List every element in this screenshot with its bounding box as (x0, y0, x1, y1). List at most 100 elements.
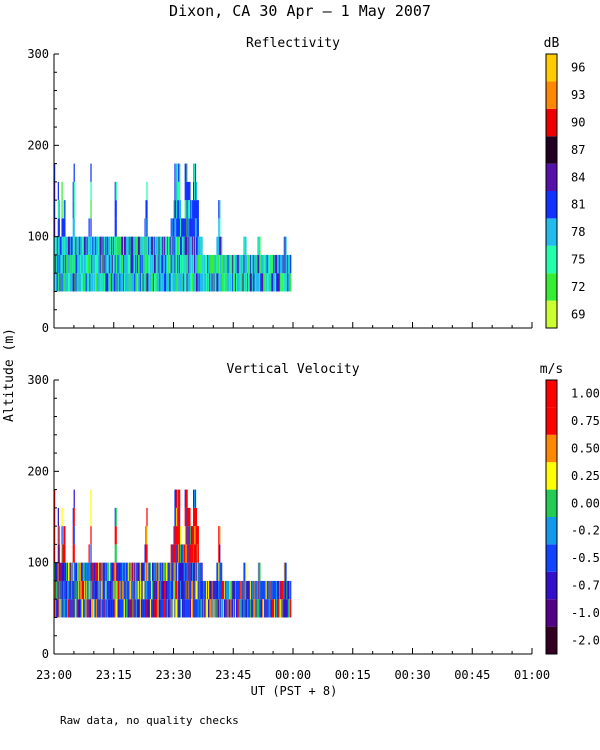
data-cell (103, 599, 105, 618)
data-cell (165, 236, 167, 255)
data-cell (205, 599, 207, 618)
data-cell (150, 236, 152, 255)
data-cell (130, 599, 132, 618)
data-cell (90, 181, 92, 201)
data-cell (189, 200, 191, 219)
colorbar-label: 1.00 (571, 387, 600, 401)
data-cell (100, 599, 102, 618)
data-cell (178, 562, 180, 581)
data-cell (64, 544, 66, 563)
data-cell (62, 218, 64, 237)
data-cell (176, 562, 178, 581)
data-cell (263, 580, 265, 600)
data-cell (214, 273, 216, 292)
data-cell (167, 562, 170, 581)
data-cell (92, 562, 94, 581)
data-cell (88, 544, 90, 563)
data-cell (57, 200, 59, 219)
data-cell (215, 599, 217, 618)
data-cell (241, 254, 243, 274)
data-cell (264, 580, 267, 600)
data-cell (220, 599, 222, 618)
data-cell (59, 562, 61, 581)
data-cell (194, 544, 197, 563)
data-cell (57, 544, 59, 563)
data-cell (174, 181, 176, 201)
data-cell (199, 562, 201, 581)
data-cell (196, 562, 198, 581)
data-cell (73, 544, 75, 563)
data-cell (193, 163, 195, 182)
data-cell (246, 254, 248, 274)
data-cell (281, 599, 283, 618)
data-cell (81, 562, 83, 581)
data-cell (131, 254, 133, 274)
data-cell (83, 580, 86, 600)
data-cell (232, 599, 234, 618)
data-cell (193, 580, 195, 600)
data-cell (193, 200, 196, 219)
data-cell (71, 599, 73, 618)
data-cell (263, 599, 266, 618)
data-cell (184, 273, 186, 292)
data-cell (112, 599, 115, 618)
data-cell (198, 254, 200, 274)
colorbar-label: -2.00 (571, 633, 600, 647)
data-cell (280, 273, 282, 292)
data-cell (218, 599, 220, 618)
data-cell (263, 254, 265, 274)
data-cell (136, 599, 138, 618)
data-cell (56, 254, 59, 274)
data-cell (252, 580, 254, 600)
data-cell (142, 562, 144, 581)
data-cell (60, 273, 62, 292)
data-cell (162, 599, 164, 618)
data-cell (124, 236, 127, 255)
data-cell (145, 254, 147, 274)
data-cell (244, 562, 246, 581)
data-cell (121, 562, 123, 581)
data-cell (77, 254, 79, 274)
data-cell (179, 218, 182, 237)
data-cell (185, 562, 187, 581)
data-cell (143, 273, 145, 292)
data-cell (159, 254, 161, 274)
data-cell (111, 599, 114, 618)
data-cell (183, 562, 185, 581)
data-cell (92, 273, 94, 292)
data-cell (258, 580, 260, 600)
data-cell (155, 562, 157, 581)
data-cell (250, 254, 253, 274)
data-cell (267, 273, 269, 292)
data-cell (258, 599, 260, 618)
data-cell (201, 254, 203, 274)
data-cell (248, 273, 250, 292)
data-cell (230, 599, 232, 618)
data-cell (173, 580, 175, 600)
data-cell (162, 254, 164, 274)
data-cell (86, 254, 88, 274)
data-cell (55, 580, 58, 600)
data-cell (243, 599, 245, 618)
data-cell (127, 580, 129, 600)
data-cell (171, 580, 173, 600)
data-cell (125, 236, 128, 255)
data-cell (120, 599, 122, 618)
colorbar-label: 87 (571, 143, 585, 157)
data-cell (93, 236, 95, 255)
data-cell (173, 273, 175, 292)
data-cell (54, 562, 56, 581)
colorbar-segment (546, 108, 557, 137)
data-cell (218, 544, 220, 563)
data-cell (234, 599, 236, 618)
data-cell (206, 254, 208, 274)
data-cell (215, 273, 217, 292)
data-cell (247, 273, 249, 292)
data-cell (152, 236, 155, 255)
data-cell (158, 580, 160, 600)
data-cell (253, 254, 255, 274)
data-cell (151, 254, 154, 274)
data-cell (107, 562, 109, 581)
data-cell (192, 544, 194, 563)
colorbar-unit: dB (544, 36, 560, 51)
